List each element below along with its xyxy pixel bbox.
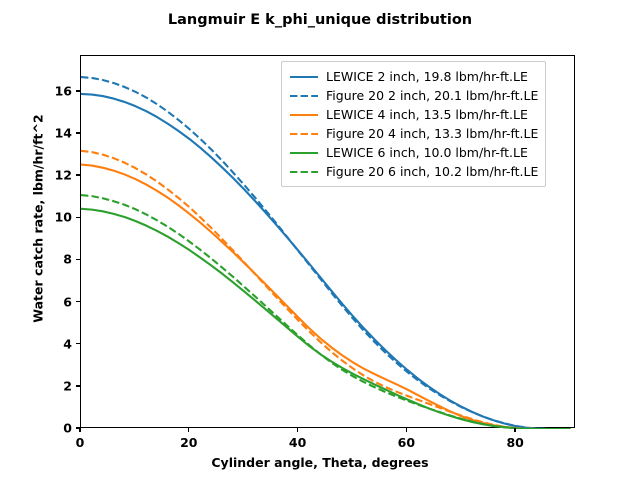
plot-lines bbox=[81, 76, 571, 429]
y-tick-mark bbox=[76, 216, 80, 218]
y-tick-mark bbox=[76, 427, 80, 429]
y-tick-mark bbox=[76, 132, 80, 134]
chart-title: Langmuir E k_phi_unique distribution bbox=[167, 12, 473, 28]
x-tick-label: 60 bbox=[397, 435, 416, 450]
legend-label: Figure 20 4 inch, 13.3 lbm/hr-ft.LE bbox=[326, 126, 539, 141]
y-tick-label: 8 bbox=[63, 251, 72, 267]
y-tick-label: 16 bbox=[54, 83, 72, 99]
legend-line-swatch bbox=[289, 89, 319, 103]
y-tick-label: 0 bbox=[63, 420, 72, 436]
legend-line-swatch bbox=[289, 127, 319, 141]
legend-label: LEWICE 2 inch, 19.8 lbm/hr-ft.LE bbox=[326, 69, 528, 84]
y-tick-label: 4 bbox=[63, 336, 72, 352]
legend-label: Figure 20 6 inch, 10.2 lbm/hr-ft.LE bbox=[326, 164, 539, 179]
series-line bbox=[81, 149, 571, 429]
y-tick-label: 14 bbox=[54, 125, 72, 141]
x-tick-label: 80 bbox=[506, 435, 524, 450]
x-axis-label: Cylinder angle, Theta, degrees bbox=[211, 455, 429, 470]
legend-item: LEWICE 2 inch, 19.8 lbm/hr-ft.LE bbox=[289, 67, 538, 86]
legend-line-swatch bbox=[289, 108, 319, 122]
y-tick-mark bbox=[76, 385, 80, 387]
legend-line-swatch bbox=[289, 146, 319, 160]
x-tick-label: 0 bbox=[75, 435, 85, 450]
x-tick-mark bbox=[188, 428, 190, 432]
chart-legend: LEWICE 2 inch, 19.8 lbm/hr-ft.LE Figure 2… bbox=[281, 61, 547, 187]
legend-item: Figure 20 6 inch, 10.2 lbm/hr-ft.LE bbox=[289, 162, 538, 181]
legend-line-swatch bbox=[289, 70, 319, 84]
legend-label: Figure 20 2 inch, 20.1 lbm/hr-ft.LE bbox=[326, 88, 539, 103]
legend-line-swatch bbox=[289, 165, 319, 179]
legend-item: LEWICE 6 inch, 10.0 lbm/hr-ft.LE bbox=[289, 143, 538, 162]
y-tick-mark bbox=[76, 258, 80, 261]
x-tick-mark bbox=[405, 428, 408, 432]
legend-item: Figure 20 2 inch, 20.1 lbm/hr-ft.LE bbox=[289, 86, 538, 105]
y-tick-mark bbox=[76, 300, 80, 303]
legend-item: LEWICE 4 inch, 13.5 lbm/hr-ft.LE bbox=[289, 105, 538, 124]
legend-label: LEWICE 6 inch, 10.0 lbm/hr-ft.LE bbox=[326, 145, 528, 160]
legend-label: LEWICE 4 inch, 13.5 lbm/hr-ft.LE bbox=[326, 107, 528, 122]
y-tick-mark bbox=[76, 343, 80, 345]
x-tick-mark bbox=[296, 428, 299, 432]
series-line bbox=[81, 163, 571, 429]
x-tick-label: 40 bbox=[288, 435, 307, 450]
x-tick-mark bbox=[79, 428, 81, 432]
series-line bbox=[81, 207, 571, 429]
series-line bbox=[81, 76, 571, 429]
y-tick-label: 12 bbox=[54, 167, 72, 183]
y-tick-mark bbox=[76, 174, 80, 176]
x-tick-label: 20 bbox=[180, 435, 198, 450]
legend-item: Figure 20 4 inch, 13.3 lbm/hr-ft.LE bbox=[289, 124, 538, 143]
series-line bbox=[81, 194, 571, 429]
y-tick-label: 10 bbox=[54, 209, 72, 225]
x-tick-mark bbox=[514, 428, 516, 432]
y-tick-mark bbox=[76, 90, 80, 92]
y-tick-label: 6 bbox=[63, 294, 72, 310]
y-tick-label: 2 bbox=[63, 378, 72, 394]
